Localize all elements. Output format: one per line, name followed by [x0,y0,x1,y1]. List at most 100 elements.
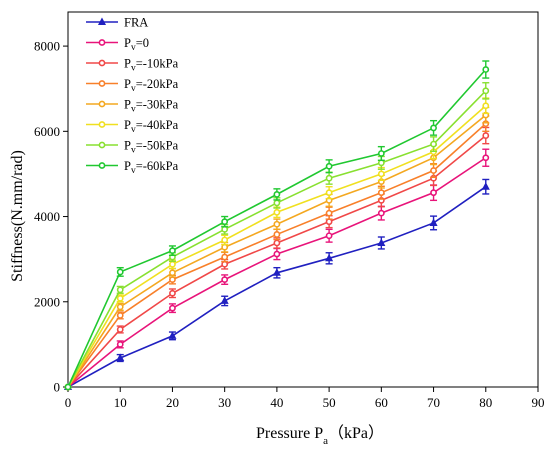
plot-frame [67,11,539,388]
data-point [325,253,334,262]
legend-marker [98,80,106,87]
x-tick-label: 0 [65,395,72,410]
data-point [325,174,333,182]
x-tick-label: 80 [479,395,492,410]
data-point [325,189,333,197]
data-point [116,294,124,302]
legend-item: Pv=-60kPa [86,159,179,176]
series-layer [63,60,490,391]
data-point [169,260,176,268]
x-tick-label: 60 [375,395,388,410]
legend-label: Pv=-50kPa [124,139,179,156]
data-point [273,239,281,247]
data-point [116,303,124,311]
data-point [116,268,124,276]
data-point [481,182,490,190]
legend-item: Pv=-50kPa [86,139,179,156]
data-point [169,247,176,255]
legend-label: Pv=-60kPa [124,159,179,176]
data-point [221,260,229,268]
data-point [273,220,281,228]
legend-item: FRA [86,16,148,30]
y-tick-label: 0 [54,380,61,395]
data-point [377,189,385,197]
legend-marker [98,141,106,149]
x-tick-label: 50 [323,395,336,410]
legend-marker [98,100,106,108]
x-tick-label: 30 [218,395,231,410]
data-point [221,236,229,244]
y-tick-label: 4000 [34,209,60,224]
legend-marker [98,162,106,169]
legend-label: Pv=-10kPa [124,57,179,74]
legend-item: Pv=-40kPa [86,118,179,135]
data-point [482,132,490,139]
legend-marker [97,17,107,25]
data-point [221,225,229,233]
data-point [273,250,281,258]
data-point [273,208,281,216]
data-point [482,87,490,95]
y-tick-label: 8000 [34,39,60,54]
data-point [325,209,333,217]
axes: 0 10 20 30 40 50 60 70 80 90 0 2000 4000 6000 8000 [34,11,545,410]
y-tick-label: 6000 [34,124,60,139]
legend-label: FRA [124,16,148,30]
x-tick-label: 70 [427,395,440,410]
legend: FRA Pv=0 Pv=-10kPa Pv=-20kPa Pv=-30kPa Pv=-40… [86,16,179,176]
data-point [430,167,437,174]
x-tick-label: 10 [114,395,127,410]
legend-item: Pv=-10kPa [86,57,179,74]
data-point [169,304,176,312]
legend-marker [98,59,106,67]
data-point [273,231,281,238]
data-point [116,326,124,333]
y-axis-title: Stiffness(N.mm/rad) [9,150,26,282]
data-point [430,189,437,197]
data-point [377,170,385,178]
data-point [377,150,385,157]
legend-item: Pv=-30kPa [86,98,179,115]
data-point [430,124,437,132]
data-point [377,209,385,217]
legend-label: Pv=-20kPa [124,77,179,94]
x-tick-label: 40 [270,395,283,410]
data-point [325,218,333,226]
data-point [169,276,176,284]
data-point [325,162,333,170]
y-tick-label: 2000 [34,294,60,309]
legend-marker [98,39,106,46]
data-point [482,102,490,110]
data-point [221,243,229,251]
legend-item: Pv=0 [86,36,149,53]
legend-item: Pv=-20kPa [86,77,179,94]
series-7 [64,60,490,391]
data-point [169,289,176,297]
x-axis-title: Pressure Pa（kPa） [256,424,384,447]
data-point [221,253,229,261]
data-point [482,154,490,162]
data-point [221,218,229,226]
data-point [168,331,177,339]
data-point [116,286,124,294]
data-point [116,312,124,319]
data-point [482,66,490,73]
legend-marker [98,121,106,128]
data-point [377,159,385,167]
legend-label: Pv=-40kPa [124,118,179,135]
data-point [220,296,229,304]
x-tick-label: 90 [532,395,545,410]
data-point [377,238,386,246]
data-point [430,140,437,148]
data-point [169,269,176,277]
x-tick-label: 20 [166,395,179,410]
data-point [221,276,229,284]
data-point [116,340,124,348]
legend-label: Pv=-30kPa [124,98,179,115]
data-point [272,268,281,276]
data-point [116,353,125,362]
data-point [429,218,438,226]
data-point [273,190,281,198]
data-point [325,232,333,240]
